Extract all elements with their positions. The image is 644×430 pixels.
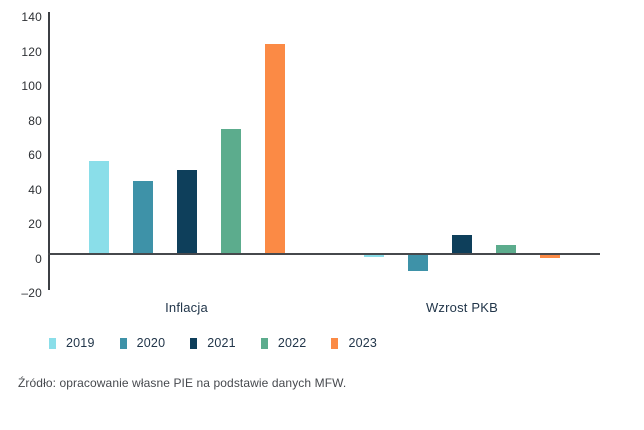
legend-item-2023: 2023 [331, 336, 377, 350]
bar-2020-wzrost-pkb [408, 253, 428, 271]
y-axis-line [48, 12, 50, 290]
bar-2023-inflacja [264, 43, 285, 254]
legend-label: 2020 [136, 336, 166, 350]
bar-2021-wzrost-pkb [452, 235, 472, 254]
legend-label: 2019 [66, 336, 95, 350]
legend-label: 2022 [277, 336, 307, 350]
legend-item-2021: 2021 [190, 336, 236, 350]
category-label-wzrost-pkb: Wzrost PKB [425, 300, 499, 315]
legend-swatch-icon [49, 337, 56, 349]
legend-swatch-icon [331, 337, 339, 349]
y-tick-label-60: 60 [28, 148, 42, 163]
y-tick-label-120: 120 [21, 44, 42, 59]
bar-2022-wzrost-pkb [496, 244, 516, 254]
legend-item-2022: 2022 [260, 336, 307, 350]
bar-2022-inflacja [220, 128, 241, 254]
bar-2019-inflacja [88, 161, 109, 254]
bar-2020-inflacja [132, 181, 153, 254]
legend: 2019 2020 2021 2022 2023 [49, 336, 402, 350]
y-tick-label-80: 80 [28, 113, 42, 128]
bar-2023-wzrost-pkb [540, 253, 560, 258]
legend-item-2019: 2019 [49, 336, 95, 350]
source-note: Źródło: opracowanie własne PIE na podsta… [18, 376, 347, 390]
y-tick-label-40: 40 [28, 182, 42, 197]
bar-2019-wzrost-pkb [364, 253, 384, 257]
category-label-inflacja: Inflacja [165, 300, 208, 315]
y-tick-label--20: –20 [21, 285, 42, 300]
legend-label: 2023 [348, 336, 378, 350]
y-tick-label-0: 0 [35, 251, 42, 266]
legend-label: 2021 [207, 336, 236, 350]
zero-baseline [48, 252, 600, 255]
y-tick-label-100: 100 [21, 79, 42, 94]
y-tick-label-20: 20 [28, 217, 42, 232]
legend-swatch-icon [260, 337, 268, 349]
bar-2021-inflacja [176, 170, 197, 254]
y-tick-label-140: 140 [21, 10, 42, 25]
legend-item-2020: 2020 [119, 336, 166, 350]
legend-swatch-icon [190, 337, 198, 349]
legend-swatch-icon [119, 337, 127, 349]
